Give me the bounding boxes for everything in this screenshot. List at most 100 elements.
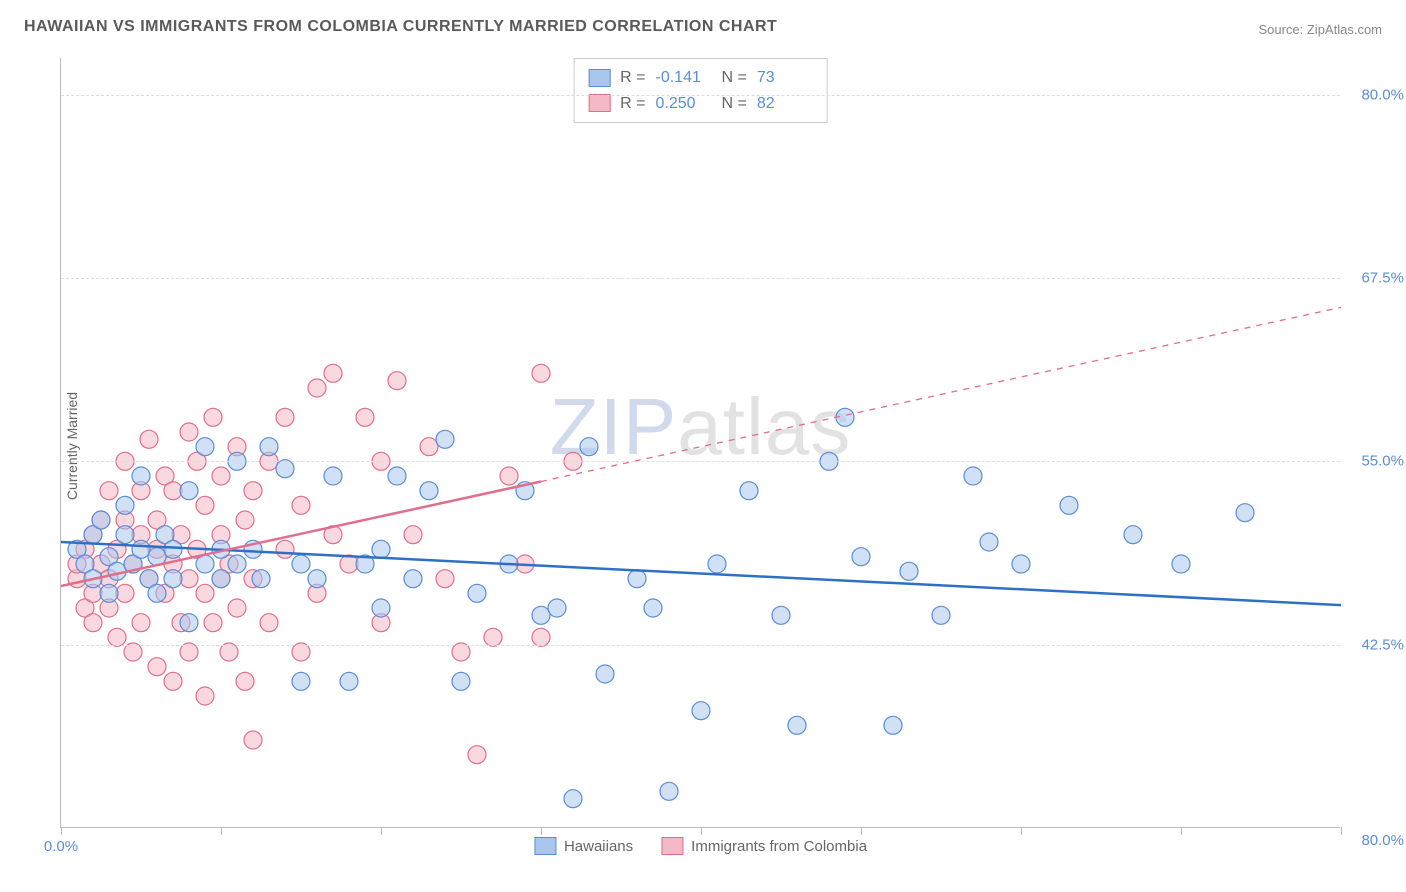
- swatch-hawaiians-icon: [534, 837, 556, 855]
- scatter-point: [260, 614, 278, 632]
- scatter-point: [788, 716, 806, 734]
- scatter-point: [404, 526, 422, 544]
- scatter-point: [180, 482, 198, 500]
- scatter-point: [932, 606, 950, 624]
- y-tick-label: 67.5%: [1361, 270, 1404, 287]
- scatter-point: [500, 467, 518, 485]
- scatter-point: [116, 584, 134, 602]
- scatter-point: [276, 460, 294, 478]
- scatter-point: [148, 658, 166, 676]
- scatter-point: [164, 540, 182, 558]
- scatter-point: [1236, 504, 1254, 522]
- scatter-point: [276, 408, 294, 426]
- r-label: R =: [620, 65, 645, 91]
- scatter-point: [100, 482, 118, 500]
- scatter-point: [204, 408, 222, 426]
- x-tick-label-max: 80.0%: [1361, 832, 1404, 849]
- scatter-point: [100, 584, 118, 602]
- scatter-point: [292, 555, 310, 573]
- scatter-point: [468, 584, 486, 602]
- scatter-svg: [61, 58, 1340, 827]
- scatter-point: [180, 570, 198, 588]
- scatter-point: [884, 716, 902, 734]
- scatter-point: [132, 467, 150, 485]
- scatter-point: [196, 555, 214, 573]
- scatter-point: [244, 731, 262, 749]
- swatch-colombia-icon: [661, 837, 683, 855]
- scatter-point: [852, 548, 870, 566]
- scatter-point: [180, 614, 198, 632]
- scatter-point: [468, 746, 486, 764]
- scatter-point: [580, 438, 598, 456]
- scatter-point: [196, 687, 214, 705]
- scatter-point: [196, 438, 214, 456]
- scatter-point: [340, 672, 358, 690]
- trend-line-dashed: [541, 307, 1341, 481]
- scatter-point: [164, 482, 182, 500]
- chart-title: HAWAIIAN VS IMMIGRANTS FROM COLOMBIA CUR…: [24, 18, 777, 36]
- scatter-point: [180, 643, 198, 661]
- correlation-row-hawaiians: R = -0.141 N = 73: [588, 65, 813, 91]
- scatter-point: [324, 364, 342, 382]
- scatter-point: [356, 408, 374, 426]
- scatter-point: [148, 584, 166, 602]
- scatter-point: [228, 555, 246, 573]
- scatter-point: [900, 562, 918, 580]
- scatter-point: [116, 496, 134, 514]
- scatter-point: [1124, 526, 1142, 544]
- scatter-point: [372, 599, 390, 617]
- scatter-point: [324, 467, 342, 485]
- scatter-point: [692, 702, 710, 720]
- source-attribution: Source: ZipAtlas.com: [1258, 22, 1382, 37]
- scatter-point: [532, 364, 550, 382]
- scatter-point: [644, 599, 662, 617]
- swatch-hawaiians: [588, 69, 610, 87]
- scatter-point: [404, 570, 422, 588]
- scatter-point: [108, 628, 126, 646]
- scatter-point: [292, 672, 310, 690]
- chart-plot-area: ZIPatlas R = -0.141 N = 73 R = 0.250 N =…: [60, 58, 1340, 828]
- scatter-point: [164, 570, 182, 588]
- scatter-point: [548, 599, 566, 617]
- scatter-point: [964, 467, 982, 485]
- scatter-point: [436, 430, 454, 448]
- scatter-point: [372, 540, 390, 558]
- scatter-point: [292, 496, 310, 514]
- scatter-point: [116, 526, 134, 544]
- scatter-point: [308, 379, 326, 397]
- y-tick-label: 55.0%: [1361, 453, 1404, 470]
- scatter-point: [204, 614, 222, 632]
- n-value-hawaiians: 73: [757, 65, 813, 91]
- scatter-point: [220, 643, 238, 661]
- scatter-point: [388, 372, 406, 390]
- legend-label-colombia: Immigrants from Colombia: [691, 838, 867, 855]
- scatter-point: [772, 606, 790, 624]
- scatter-point: [532, 606, 550, 624]
- x-tick-label-min: 0.0%: [44, 838, 78, 855]
- scatter-point: [92, 511, 110, 529]
- scatter-point: [980, 533, 998, 551]
- scatter-point: [84, 614, 102, 632]
- scatter-point: [420, 438, 438, 456]
- scatter-point: [1012, 555, 1030, 573]
- scatter-point: [260, 438, 278, 456]
- scatter-point: [276, 540, 294, 558]
- scatter-point: [708, 555, 726, 573]
- scatter-point: [180, 423, 198, 441]
- scatter-point: [228, 599, 246, 617]
- scatter-point: [212, 570, 230, 588]
- scatter-point: [1172, 555, 1190, 573]
- correlation-legend-box: R = -0.141 N = 73 R = 0.250 N = 82: [573, 58, 828, 123]
- swatch-colombia: [588, 94, 610, 112]
- r-value-hawaiians: -0.141: [656, 65, 712, 91]
- scatter-point: [564, 790, 582, 808]
- scatter-point: [132, 614, 150, 632]
- legend-item-hawaiians: Hawaiians: [534, 837, 633, 855]
- scatter-point: [452, 643, 470, 661]
- legend-item-colombia: Immigrants from Colombia: [661, 837, 867, 855]
- scatter-point: [244, 482, 262, 500]
- scatter-point: [212, 467, 230, 485]
- scatter-point: [196, 584, 214, 602]
- y-tick-label: 42.5%: [1361, 636, 1404, 653]
- scatter-point: [484, 628, 502, 646]
